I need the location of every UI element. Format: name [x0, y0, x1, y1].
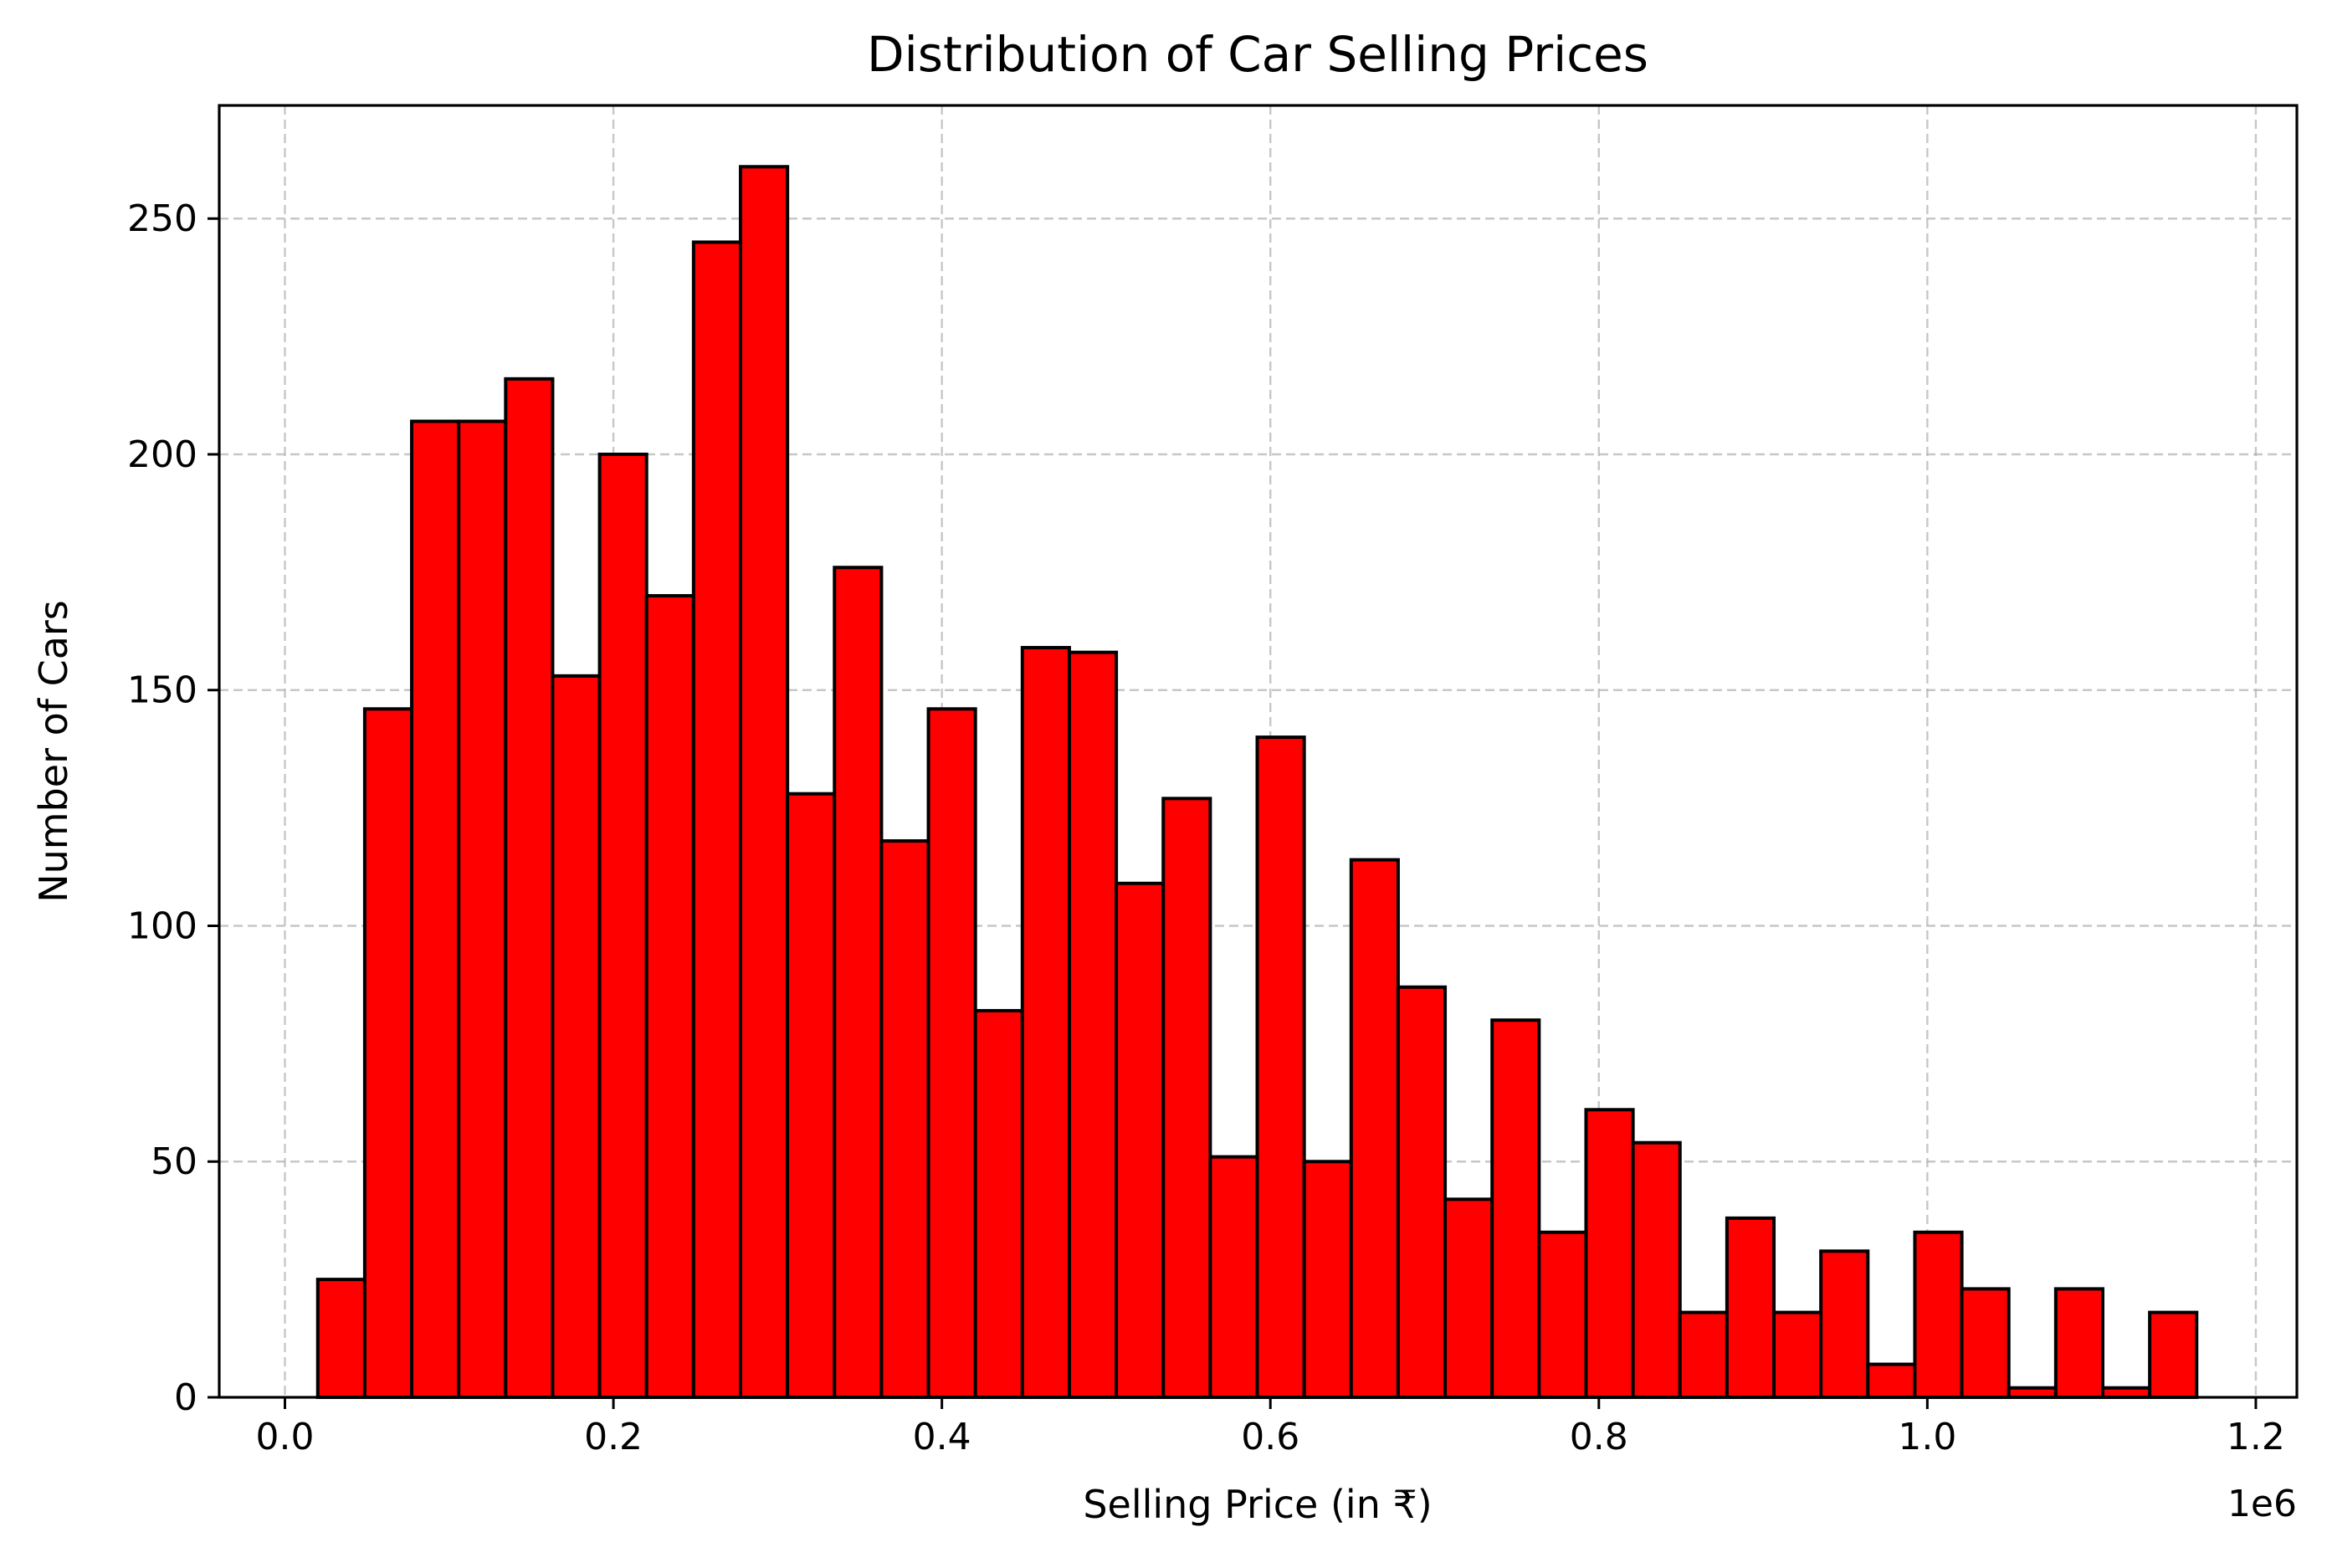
histogram-bar [1161, 797, 1212, 1399]
x-tick-label: 0.8 [1570, 1416, 1628, 1458]
y-axis-label: Number of Cars [31, 600, 76, 903]
histogram-bar [1725, 1216, 1776, 1400]
x-tick-label: 1.0 [1898, 1416, 1956, 1458]
histogram-bar [1960, 1287, 2011, 1399]
histogram-bar [457, 419, 508, 1399]
chart-title: Distribution of Car Selling Prices [867, 26, 1648, 83]
y-axis-ticks: 0 50 100 150 200 250 [127, 197, 219, 1419]
histogram-bar [597, 452, 648, 1399]
plot-frame [218, 104, 2299, 1399]
y-tick-label: 50 [151, 1140, 197, 1183]
histogram-bar [1678, 1310, 1729, 1399]
histogram-bar [1302, 1160, 1353, 1399]
y-tick-label: 250 [127, 197, 197, 240]
histogram-bar [833, 566, 884, 1399]
histogram-bar [1866, 1362, 1917, 1399]
x-tick-label: 1.2 [2227, 1416, 2285, 1458]
histogram-bar [2100, 1386, 2152, 1400]
histogram-bar [1067, 650, 1119, 1399]
histogram-bar [504, 377, 555, 1399]
x-tick-label: 0.6 [1241, 1416, 1299, 1458]
x-tick-label: 0.2 [584, 1416, 643, 1458]
histogram-bar [1396, 985, 1448, 1399]
x-axis-offset-label: 1e6 [2227, 1483, 2297, 1525]
x-tick-label: 0.4 [913, 1416, 971, 1458]
histogram-bar [551, 674, 602, 1399]
y-tick-label: 150 [127, 669, 197, 712]
histogram-bar [1208, 1155, 1259, 1400]
histogram-bar [1020, 646, 1071, 1399]
y-tick-label: 100 [127, 904, 197, 947]
histogram-bar [739, 165, 790, 1399]
histogram-bar [786, 792, 837, 1399]
histogram-bar [1537, 1230, 1588, 1399]
histogram-bar [1584, 1108, 1635, 1400]
histogram-bar [2053, 1287, 2104, 1399]
y-tick-label: 200 [127, 433, 197, 476]
histogram-bar [1913, 1230, 1964, 1399]
histogram-bar [2148, 1310, 2199, 1399]
histogram-bar [1490, 1018, 1541, 1399]
histogram-bar [973, 1008, 1024, 1399]
histogram-bar [1772, 1310, 1823, 1399]
histogram-bar [926, 707, 977, 1399]
histogram-bar [1255, 735, 1306, 1399]
y-tick-label: 0 [174, 1376, 197, 1419]
x-axis-label: Selling Price (in ₹) [1083, 1482, 1432, 1527]
bars [315, 165, 2199, 1400]
histogram-bar [1631, 1140, 1682, 1399]
histogram-bar [2007, 1386, 2058, 1400]
histogram-bar [315, 1278, 366, 1400]
histogram-bar [410, 419, 461, 1399]
x-tick-label: 0.0 [256, 1416, 315, 1458]
histogram-bar [1819, 1249, 1870, 1399]
histogram-bar [1443, 1197, 1494, 1400]
histogram-bar [879, 839, 930, 1399]
histogram-bar [691, 240, 743, 1400]
histogram-bar [644, 594, 695, 1399]
x-axis-ticks: 0.0 0.2 0.4 0.6 0.8 1.0 1.2 [256, 1397, 2285, 1458]
histogram-bar [362, 707, 414, 1399]
histogram-bar [1115, 881, 1166, 1399]
histogram-bar [1349, 858, 1400, 1399]
